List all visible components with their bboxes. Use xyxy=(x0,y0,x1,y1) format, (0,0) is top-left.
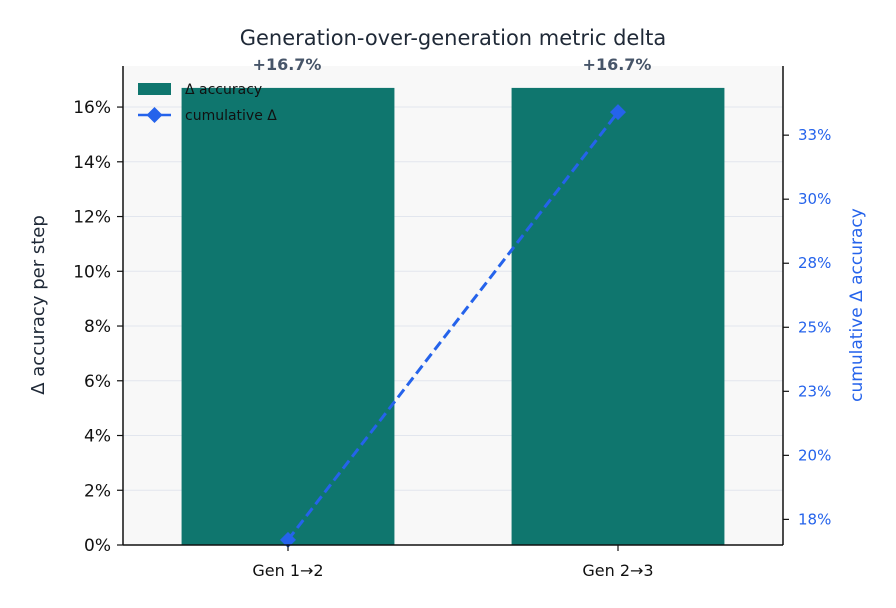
left-axis-ticks: 0% 2% 4% 6% 8% 10% 12% 14% 16% xyxy=(73,98,123,556)
bars xyxy=(181,87,725,545)
legend: Δ accuracy cumulative Δ xyxy=(138,82,277,124)
data-labels: +16.7% +16.7% xyxy=(253,55,652,74)
data-label-0: +16.7% xyxy=(253,55,322,74)
axes xyxy=(122,66,784,546)
cumulative-line xyxy=(280,104,626,548)
category-label-0: Gen 1→2 xyxy=(252,561,323,580)
right-tick-label-4: 28% xyxy=(798,254,831,272)
right-tick-label-1: 20% xyxy=(798,446,831,464)
right-tick-label-0: 18% xyxy=(798,510,831,528)
left-tick-label-1: 2% xyxy=(84,481,111,501)
chart-title: Generation-over-generation metric delta xyxy=(240,26,667,50)
left-tick-label-4: 8% xyxy=(84,317,111,337)
left-tick-label-8: 16% xyxy=(73,98,111,118)
left-tick-label-7: 14% xyxy=(73,153,111,173)
legend-marker-diamond xyxy=(146,107,163,123)
y-axis-label-right: cumulative Δ accuracy xyxy=(847,208,867,402)
left-tick-label-3: 6% xyxy=(84,372,111,392)
left-tick-label-0: 0% xyxy=(84,536,111,556)
right-axis-ticks: 18% 20% 23% 25% 28% 30% 33% xyxy=(783,126,831,528)
data-label-1: +16.7% xyxy=(583,55,652,74)
legend-label-bar: Δ accuracy xyxy=(185,82,262,98)
left-tick-label-6: 12% xyxy=(73,208,111,228)
left-tick-label-5: 10% xyxy=(73,262,111,282)
y-axis-label: Δ accuracy per step xyxy=(28,215,49,395)
category-label-1: Gen 2→3 xyxy=(582,561,653,580)
legend-label-line: cumulative Δ xyxy=(185,108,277,124)
line-point-1 xyxy=(610,104,626,121)
bar-1 xyxy=(511,87,725,545)
line-point-0 xyxy=(280,531,296,548)
category-labels: Gen 1→2 Gen 2→3 xyxy=(252,545,654,580)
bar-0 xyxy=(181,87,395,545)
right-tick-label-2: 23% xyxy=(798,382,831,400)
right-tick-label-6: 33% xyxy=(798,126,831,144)
legend-swatch-bar xyxy=(138,83,171,95)
cumulative-line-path xyxy=(286,111,620,541)
left-tick-label-2: 4% xyxy=(84,427,111,447)
right-tick-label-5: 30% xyxy=(798,190,831,208)
right-tick-label-3: 25% xyxy=(798,318,831,336)
